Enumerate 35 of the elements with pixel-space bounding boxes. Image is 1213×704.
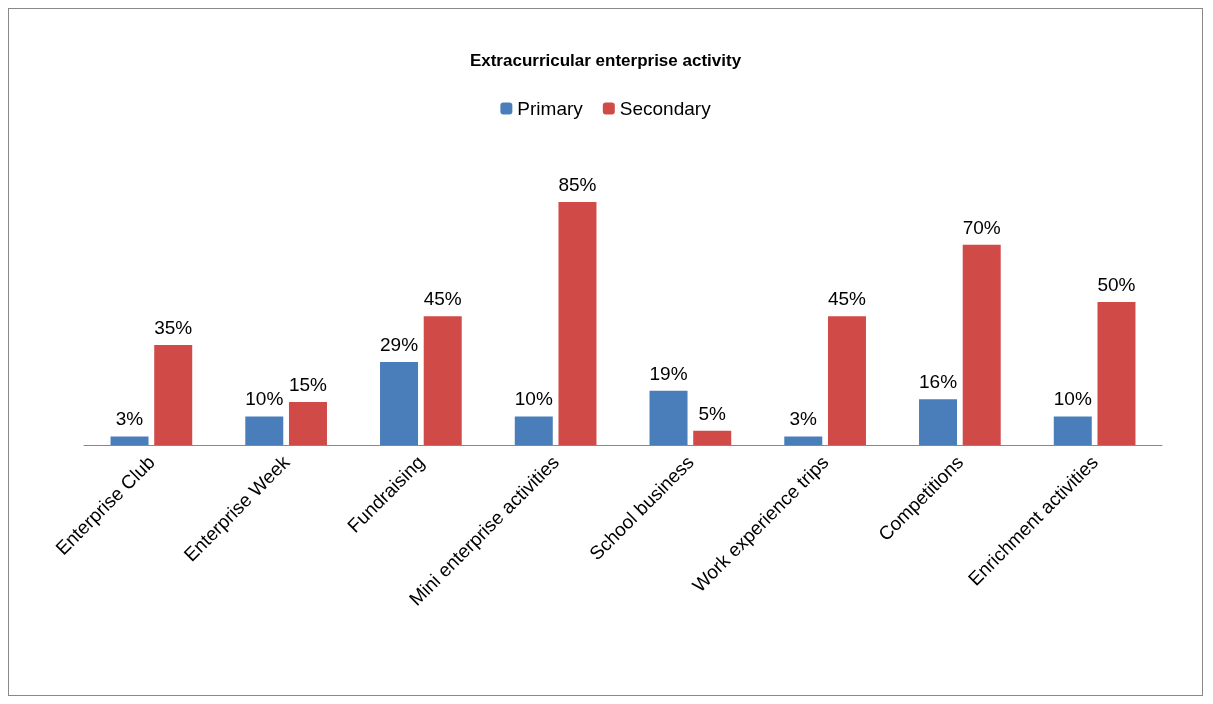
- data-label: 5%: [698, 402, 727, 424]
- bar: [288, 402, 327, 445]
- bar: [693, 430, 732, 445]
- legend-label: Primary: [517, 98, 584, 119]
- data-label: 10%: [245, 388, 284, 410]
- legend-label: Secondary: [619, 98, 712, 119]
- data-label: 15%: [288, 374, 328, 396]
- data-label: 10%: [514, 388, 553, 410]
- bar: [423, 316, 462, 445]
- bar: [1097, 302, 1136, 445]
- chart-title: Extracurricular enterprise activity: [469, 51, 742, 70]
- bar: [784, 436, 823, 445]
- data-label: 85%: [558, 173, 597, 195]
- bar: [558, 201, 597, 445]
- data-label: 3%: [115, 408, 144, 430]
- data-label: 29%: [380, 334, 419, 356]
- bar: [1053, 416, 1092, 445]
- data-label: 3%: [789, 408, 818, 430]
- data-label: 19%: [649, 362, 688, 384]
- data-label: 45%: [827, 288, 867, 310]
- bar: [514, 416, 553, 445]
- data-label: 10%: [1053, 388, 1092, 410]
- data-label: 16%: [919, 371, 958, 393]
- bar: [245, 416, 284, 445]
- data-label: 50%: [1097, 274, 1136, 295]
- bar: [827, 316, 866, 445]
- bar: [380, 362, 419, 445]
- bar: [154, 344, 193, 445]
- bar: [649, 390, 688, 445]
- bar: [110, 436, 149, 445]
- bar: [919, 399, 958, 445]
- data-label: 45%: [423, 288, 462, 310]
- data-label: 70%: [962, 216, 1001, 238]
- bar: [962, 244, 1001, 445]
- data-label: 35%: [154, 316, 193, 338]
